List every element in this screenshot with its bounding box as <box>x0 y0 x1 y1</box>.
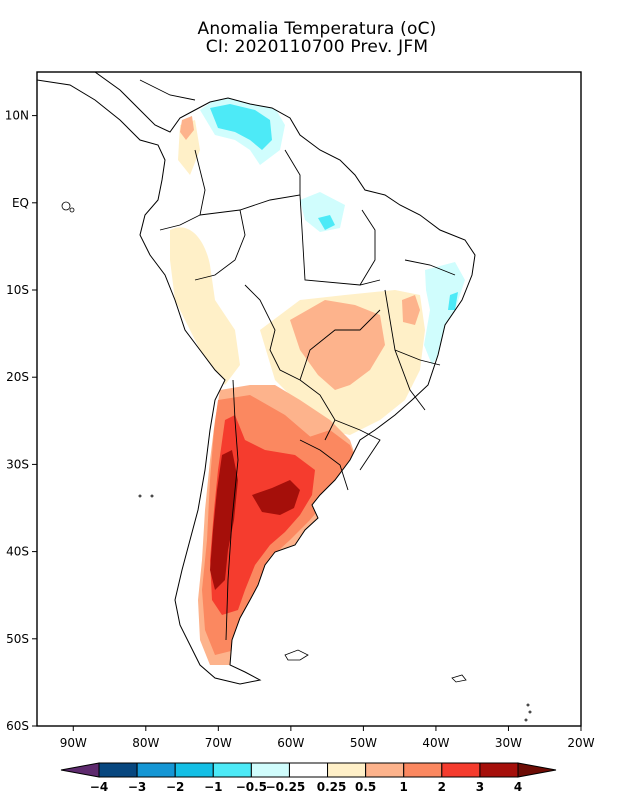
y-tick-label: 10S <box>6 283 29 297</box>
colorbar-level-label: −2 <box>166 780 184 794</box>
colorbar-level-label: 2 <box>438 780 446 794</box>
colorbar-swatch <box>479 762 519 778</box>
x-tick-label: 20W <box>567 736 594 750</box>
x-tick-label: 70W <box>205 736 232 750</box>
chart-title: Anomalia Temperatura (oC) <box>197 19 437 39</box>
y-tick-label: 40S <box>6 545 29 559</box>
colorbar-level-label: 4 <box>514 780 522 794</box>
anomaly-hot-argentina <box>210 415 315 615</box>
colorbar-swatch <box>403 762 443 778</box>
anomaly-warm-colombia <box>180 116 194 140</box>
colorbar-level-label: 0.25 <box>317 780 347 794</box>
x-tick-label: 80W <box>132 736 159 750</box>
x-tick-label: 40W <box>422 736 449 750</box>
colorbar-level-label: −3 <box>128 780 146 794</box>
colorbar-swatch <box>288 762 329 778</box>
south-america-landmass <box>37 72 475 684</box>
anomaly-extreme-central-argentina <box>252 480 300 515</box>
colorbar-level-label: 3 <box>476 780 484 794</box>
x-tick-label: 60W <box>277 736 304 750</box>
colorbar-low-extension <box>60 762 100 778</box>
colorbar-high-extension <box>517 762 557 778</box>
map-frame <box>36 71 582 727</box>
y-axis: 10N EQ 10S 20S 30S 40S 50S 60S <box>5 109 37 733</box>
anomaly-fields <box>170 96 465 665</box>
x-axis: 90W 80W 70W 60W 50W 40W 30W 20W <box>60 726 595 750</box>
y-tick-label: 10N <box>5 109 29 123</box>
anomaly-warm-central-brazil <box>290 300 385 390</box>
x-tick-label: 90W <box>60 736 87 750</box>
colorbar-swatch <box>136 762 176 778</box>
y-tick-label: 20S <box>6 370 29 384</box>
colorbar-level-label: −1 <box>204 780 222 794</box>
anomaly-warm-pale-andes <box>170 227 240 385</box>
colorbar-swatch <box>250 762 290 778</box>
colorbar-level-label: 1 <box>400 780 408 794</box>
x-tick-label: 50W <box>350 736 377 750</box>
colorbar-level-label: −0.25 <box>266 780 306 794</box>
coastline <box>37 72 476 685</box>
anomaly-cool-northeast-spot <box>448 292 458 310</box>
anomaly-cool-amazon <box>318 215 335 230</box>
y-tick-label: 60S <box>6 719 29 733</box>
country-borders <box>139 79 456 641</box>
colorbar-swatch <box>98 762 138 778</box>
y-tick-label: 30S <box>6 457 29 471</box>
anomaly-cool-northeast-coast <box>424 262 465 365</box>
y-tick-label: 50S <box>6 632 29 646</box>
colorbar: −4 −3 −2 −1 −0.5−0.25 0.25 0.5 1 2 3 4 <box>60 762 557 794</box>
colorbar-swatch <box>365 762 405 778</box>
anomaly-cool-venezuela <box>210 104 272 150</box>
anomaly-extreme-andes <box>210 450 238 590</box>
anomaly-cool-amazon-pale <box>300 192 345 232</box>
x-tick-label: 30W <box>495 736 522 750</box>
colorbar-level-label: −0.5 <box>236 780 267 794</box>
colorbar-level-label: 0.5 <box>355 780 376 794</box>
chart-subtitle: CI: 2020110700 Prev. JFM <box>205 37 429 57</box>
colorbar-swatch <box>441 762 481 778</box>
colorbar-swatch <box>174 762 214 778</box>
islands <box>61 201 532 722</box>
colorbar-swatch <box>212 762 252 778</box>
y-tick-label: EQ <box>12 196 29 210</box>
colorbar-swatch <box>327 762 367 778</box>
anomaly-warm-bahia <box>402 295 420 325</box>
colorbar-level-label: −4 <box>90 780 108 794</box>
